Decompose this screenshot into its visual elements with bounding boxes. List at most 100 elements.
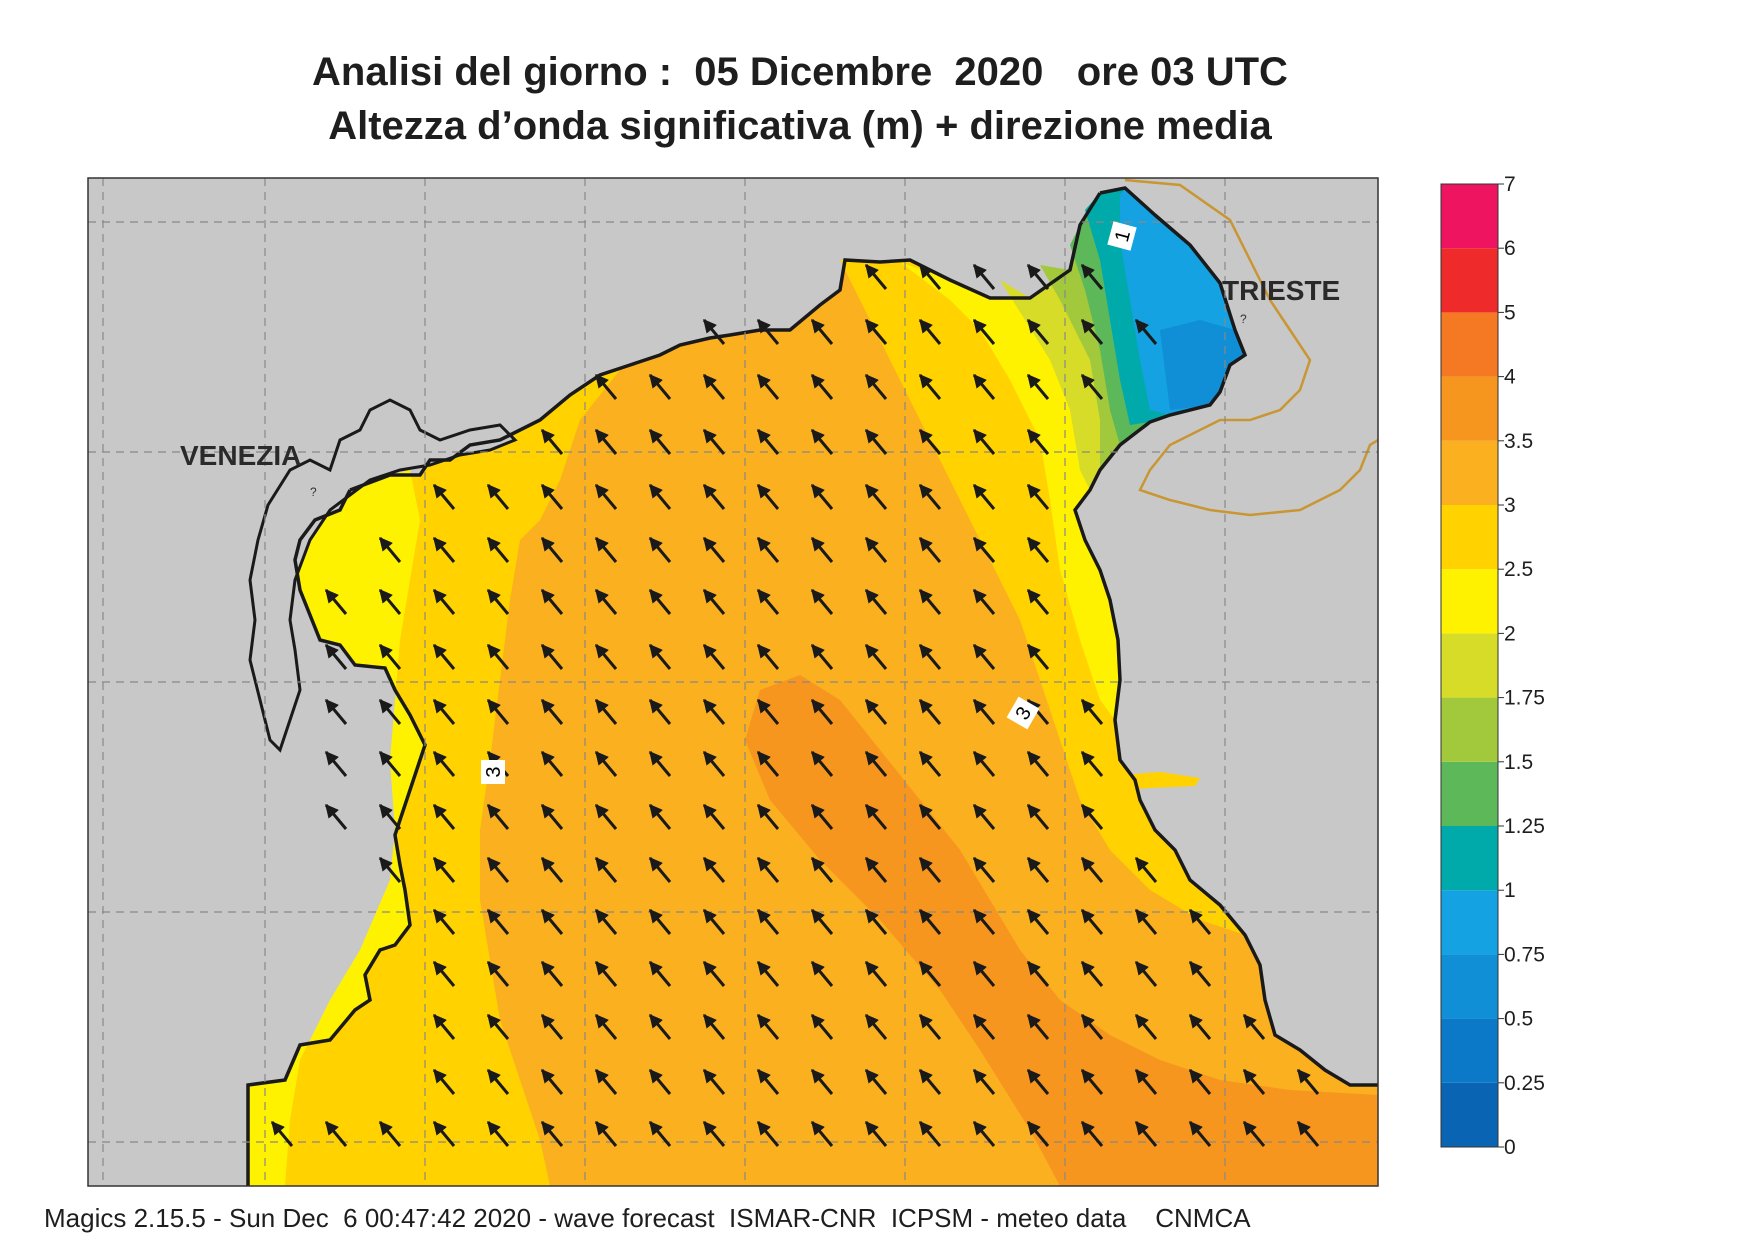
wave-direction-arrow (702, 960, 726, 987)
colorbar-swatch (1441, 505, 1498, 570)
wave-direction-arrow (756, 1068, 780, 1095)
wave-zone-istria (1120, 772, 1200, 790)
wave-direction-arrow (594, 1120, 618, 1147)
wave-direction-arrow (756, 803, 780, 830)
wave-direction-arrow (1134, 1068, 1158, 1095)
wave-direction-arrow (486, 960, 510, 987)
wave-direction-arrow (432, 908, 456, 935)
wave-direction-arrow (864, 803, 888, 830)
wave-direction-arrow (918, 536, 942, 563)
colorbar-swatch (1441, 312, 1498, 377)
wave-direction-arrow (324, 643, 348, 670)
wave-direction-arrow (972, 908, 996, 935)
wave-direction-arrow (702, 318, 726, 345)
colorbar-swatch (1441, 890, 1498, 955)
wave-direction-arrow (594, 908, 618, 935)
wave-direction-arrow (972, 263, 996, 290)
wave-direction-arrow (1134, 908, 1158, 935)
wave-direction-arrow (1188, 908, 1212, 935)
wave-direction-arrow (1080, 908, 1104, 935)
contour-label-3-east: 3 (1006, 696, 1040, 730)
wave-direction-arrow (972, 698, 996, 725)
west-coast (246, 489, 427, 1186)
wave-direction-arrow (378, 643, 402, 670)
wave-direction-arrow (1026, 960, 1050, 987)
wave-direction-arrow (648, 856, 672, 883)
wave-direction-arrow (702, 698, 726, 725)
wave-direction-arrow (756, 588, 780, 615)
wave-direction-arrow (1242, 1068, 1266, 1095)
wave-direction-arrow (1134, 1120, 1158, 1147)
graticule (88, 178, 1378, 1186)
wave-direction-arrow (486, 588, 510, 615)
wave-direction-arrow (864, 588, 888, 615)
wave-direction-arrow (810, 856, 834, 883)
wave-direction-arrow (918, 1068, 942, 1095)
wave-direction-arrow (810, 698, 834, 725)
wave-direction-arrow (702, 856, 726, 883)
colorbar-swatch (1441, 376, 1498, 441)
wave-direction-arrow (540, 908, 564, 935)
wave-direction-arrow (702, 483, 726, 510)
wave-direction-arrow (324, 698, 348, 725)
national-border (1124, 178, 1378, 517)
wave-direction-arrow (1242, 1013, 1266, 1040)
wave-direction-arrow (540, 588, 564, 615)
label-venezia: VENEZIA (180, 440, 301, 471)
wave-direction-arrow (648, 750, 672, 777)
map-frame-content (88, 178, 1378, 1186)
wave-direction-arrow (756, 318, 780, 345)
wave-direction-arrow (864, 1013, 888, 1040)
wave-direction-arrow (702, 908, 726, 935)
wave-direction-arrow (594, 588, 618, 615)
wave-direction-arrow (432, 698, 456, 725)
wave-direction-arrow (864, 1120, 888, 1147)
wave-direction-arrow (972, 588, 996, 615)
wave-direction-arrow (702, 428, 726, 455)
wave-direction-arrow (972, 856, 996, 883)
wave-direction-arrow (918, 1013, 942, 1040)
colorbar-tick-label: 1 (1504, 879, 1516, 902)
colorbar-tick-label: 1.75 (1504, 687, 1545, 710)
wave-direction-arrow (810, 483, 834, 510)
wave-direction-arrow (378, 698, 402, 725)
wave-direction-arrow (918, 698, 942, 725)
wave-direction-arrow (1134, 1013, 1158, 1040)
wave-direction-arrow (810, 960, 834, 987)
wave-direction-arrow (540, 960, 564, 987)
wave-direction-arrow (810, 318, 834, 345)
wave-direction-arrow (486, 698, 510, 725)
wave-direction-arrow (918, 750, 942, 777)
wave-direction-arrow (1188, 1068, 1212, 1095)
wave-direction-arrow (918, 483, 942, 510)
wave-direction-arrow (378, 536, 402, 563)
wave-direction-arrow (648, 536, 672, 563)
wave-direction-arrow (1242, 1120, 1266, 1147)
wave-direction-arrow (594, 483, 618, 510)
wave-direction-arrow (1080, 373, 1104, 400)
wave-direction-arrow (1026, 750, 1050, 777)
wave-direction-arrow (1026, 1120, 1050, 1147)
wave-direction-arrow (972, 1013, 996, 1040)
wave-direction-arrow (810, 803, 834, 830)
wave-direction-arrow (1026, 908, 1050, 935)
wave-direction-arrow (486, 643, 510, 670)
wave-direction-arrow (918, 960, 942, 987)
wave-direction-arrow (648, 643, 672, 670)
wave-direction-arrow (594, 373, 618, 400)
wave-direction-arrow (756, 536, 780, 563)
venezia-marker: ? (310, 485, 317, 499)
wave-direction-arrow (432, 643, 456, 670)
contour-label-1: 1 (1107, 221, 1137, 251)
wave-direction-arrow (864, 960, 888, 987)
wave-direction-arrow (540, 1120, 564, 1147)
wave-direction-arrow (864, 428, 888, 455)
wave-direction-arrow (594, 643, 618, 670)
wave-direction-arrow (324, 803, 348, 830)
wave-zone-3.5-4 (745, 675, 1378, 1186)
wave-direction-arrow (972, 803, 996, 830)
wave-direction-arrow (918, 856, 942, 883)
wave-direction-arrow (1080, 960, 1104, 987)
wave-direction-arrow (810, 1068, 834, 1095)
wave-direction-arrow (918, 428, 942, 455)
